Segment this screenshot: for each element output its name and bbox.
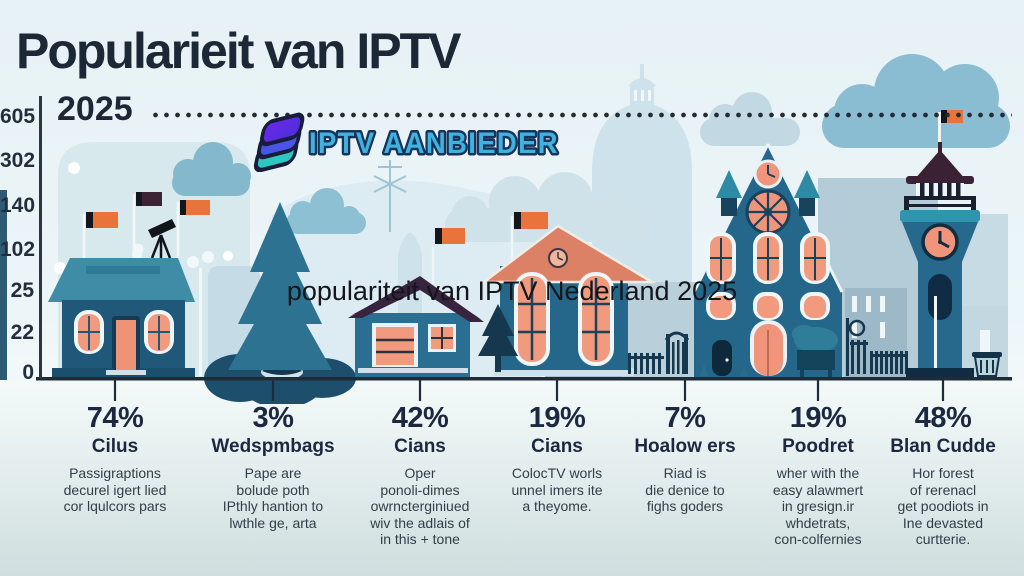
baseline-axis (36, 377, 1012, 401)
stat-column: 3% Wedspmbags Pape are bolude poth IPthl… (187, 402, 359, 531)
axis-tick-label: 25 (10, 279, 34, 302)
clock-tower (900, 110, 980, 380)
stat-percent: 42% (391, 402, 449, 434)
street-lamp-icon (187, 251, 214, 376)
axis-tick-label: 140 (0, 194, 36, 217)
axis-tick-label: 102 (0, 238, 36, 261)
iptv-logo-icon (253, 112, 305, 172)
stat-percent: 48% (914, 402, 972, 434)
tall-house (480, 212, 657, 376)
stat-desc: ColocTV worls unnel imers ite a theyome. (511, 465, 603, 515)
stat-percent: 19% (528, 402, 586, 434)
tick-marks (113, 380, 945, 401)
stat-name: Hoalow ers (634, 436, 736, 457)
y-axis-line (39, 96, 42, 379)
telescope-icon (132, 219, 176, 259)
page-title: Popularieit van IPTV (16, 23, 461, 79)
stat-desc: Pape are bolude poth IPthly hantion to l… (222, 465, 324, 531)
stat-desc: wher with the easy alawmert in gresign.i… (772, 465, 864, 548)
garage-house (348, 228, 484, 378)
cloud-icon (172, 142, 251, 196)
stat-name: Cians (531, 436, 583, 457)
axis-tick-label: 22 (10, 321, 34, 344)
stat-column: 48% Blan Cudde Hor forest of rerenacl ge… (857, 402, 1024, 548)
year-label: 2025 (57, 90, 133, 128)
stat-column: 19% Poodret wher with the easy alawmert … (732, 402, 904, 548)
stat-percent: 7% (664, 402, 706, 434)
picket-fence-icon (870, 351, 908, 374)
stat-column: 74% Cilus Passigraptions decurel igert l… (29, 402, 201, 515)
stat-name: Cilus (91, 436, 139, 457)
cloud-icon (700, 92, 800, 146)
small-pine-icon (478, 304, 518, 372)
axis-tick-label: 605 (0, 105, 36, 128)
stat-percent: 74% (86, 402, 144, 434)
dotted-divider (150, 112, 1012, 118)
trash-can-icon (972, 352, 1002, 377)
stat-name: Wedspmbags (211, 436, 335, 457)
stat-desc: Hor forest of rerenacl get poodiots in I… (897, 465, 989, 548)
cityscape-illustration (0, 54, 1012, 404)
pine-tree-icon (204, 202, 356, 404)
cloud-icon (822, 54, 1010, 148)
stat-column: 19% Cians ColocTV worls unnel imers ite … (471, 402, 643, 515)
stat-column: 7% Hoalow ers Riad is die denice to figh… (599, 402, 771, 515)
church-building (692, 143, 844, 380)
cloud-icon (286, 188, 366, 234)
stat-percent: 19% (789, 402, 847, 434)
stat-name: Blan Cudde (890, 436, 996, 457)
iptv-logo-wordmark: IPTV AANBIEDER (307, 125, 561, 163)
stat-desc: Oper ponoli-dimes owrncterginiued wiv th… (370, 465, 470, 548)
antenna-icon (373, 160, 407, 232)
stat-column: 42% Cians Oper ponoli-dimes owrnctergini… (334, 402, 506, 548)
stat-name: Cians (394, 436, 446, 457)
street-lamp-icon (846, 318, 868, 376)
stat-name: Poodret (782, 436, 854, 457)
stat-percent: 3% (252, 402, 294, 434)
stat-desc: Riad is die denice to fighs goders (645, 465, 725, 515)
overlay-caption: populariteit van IPTV Nederland 2025 (286, 276, 738, 306)
flag-house (48, 192, 210, 379)
iptv-logo-text: IPTV AANBIEDER (309, 127, 559, 160)
axis-tick-label: 0 (22, 361, 34, 384)
picket-fence-icon (628, 331, 690, 374)
stat-desc: Passigraptions decurel igert lied cor lq… (63, 465, 167, 515)
axis-tick-label: 302 (0, 149, 36, 172)
